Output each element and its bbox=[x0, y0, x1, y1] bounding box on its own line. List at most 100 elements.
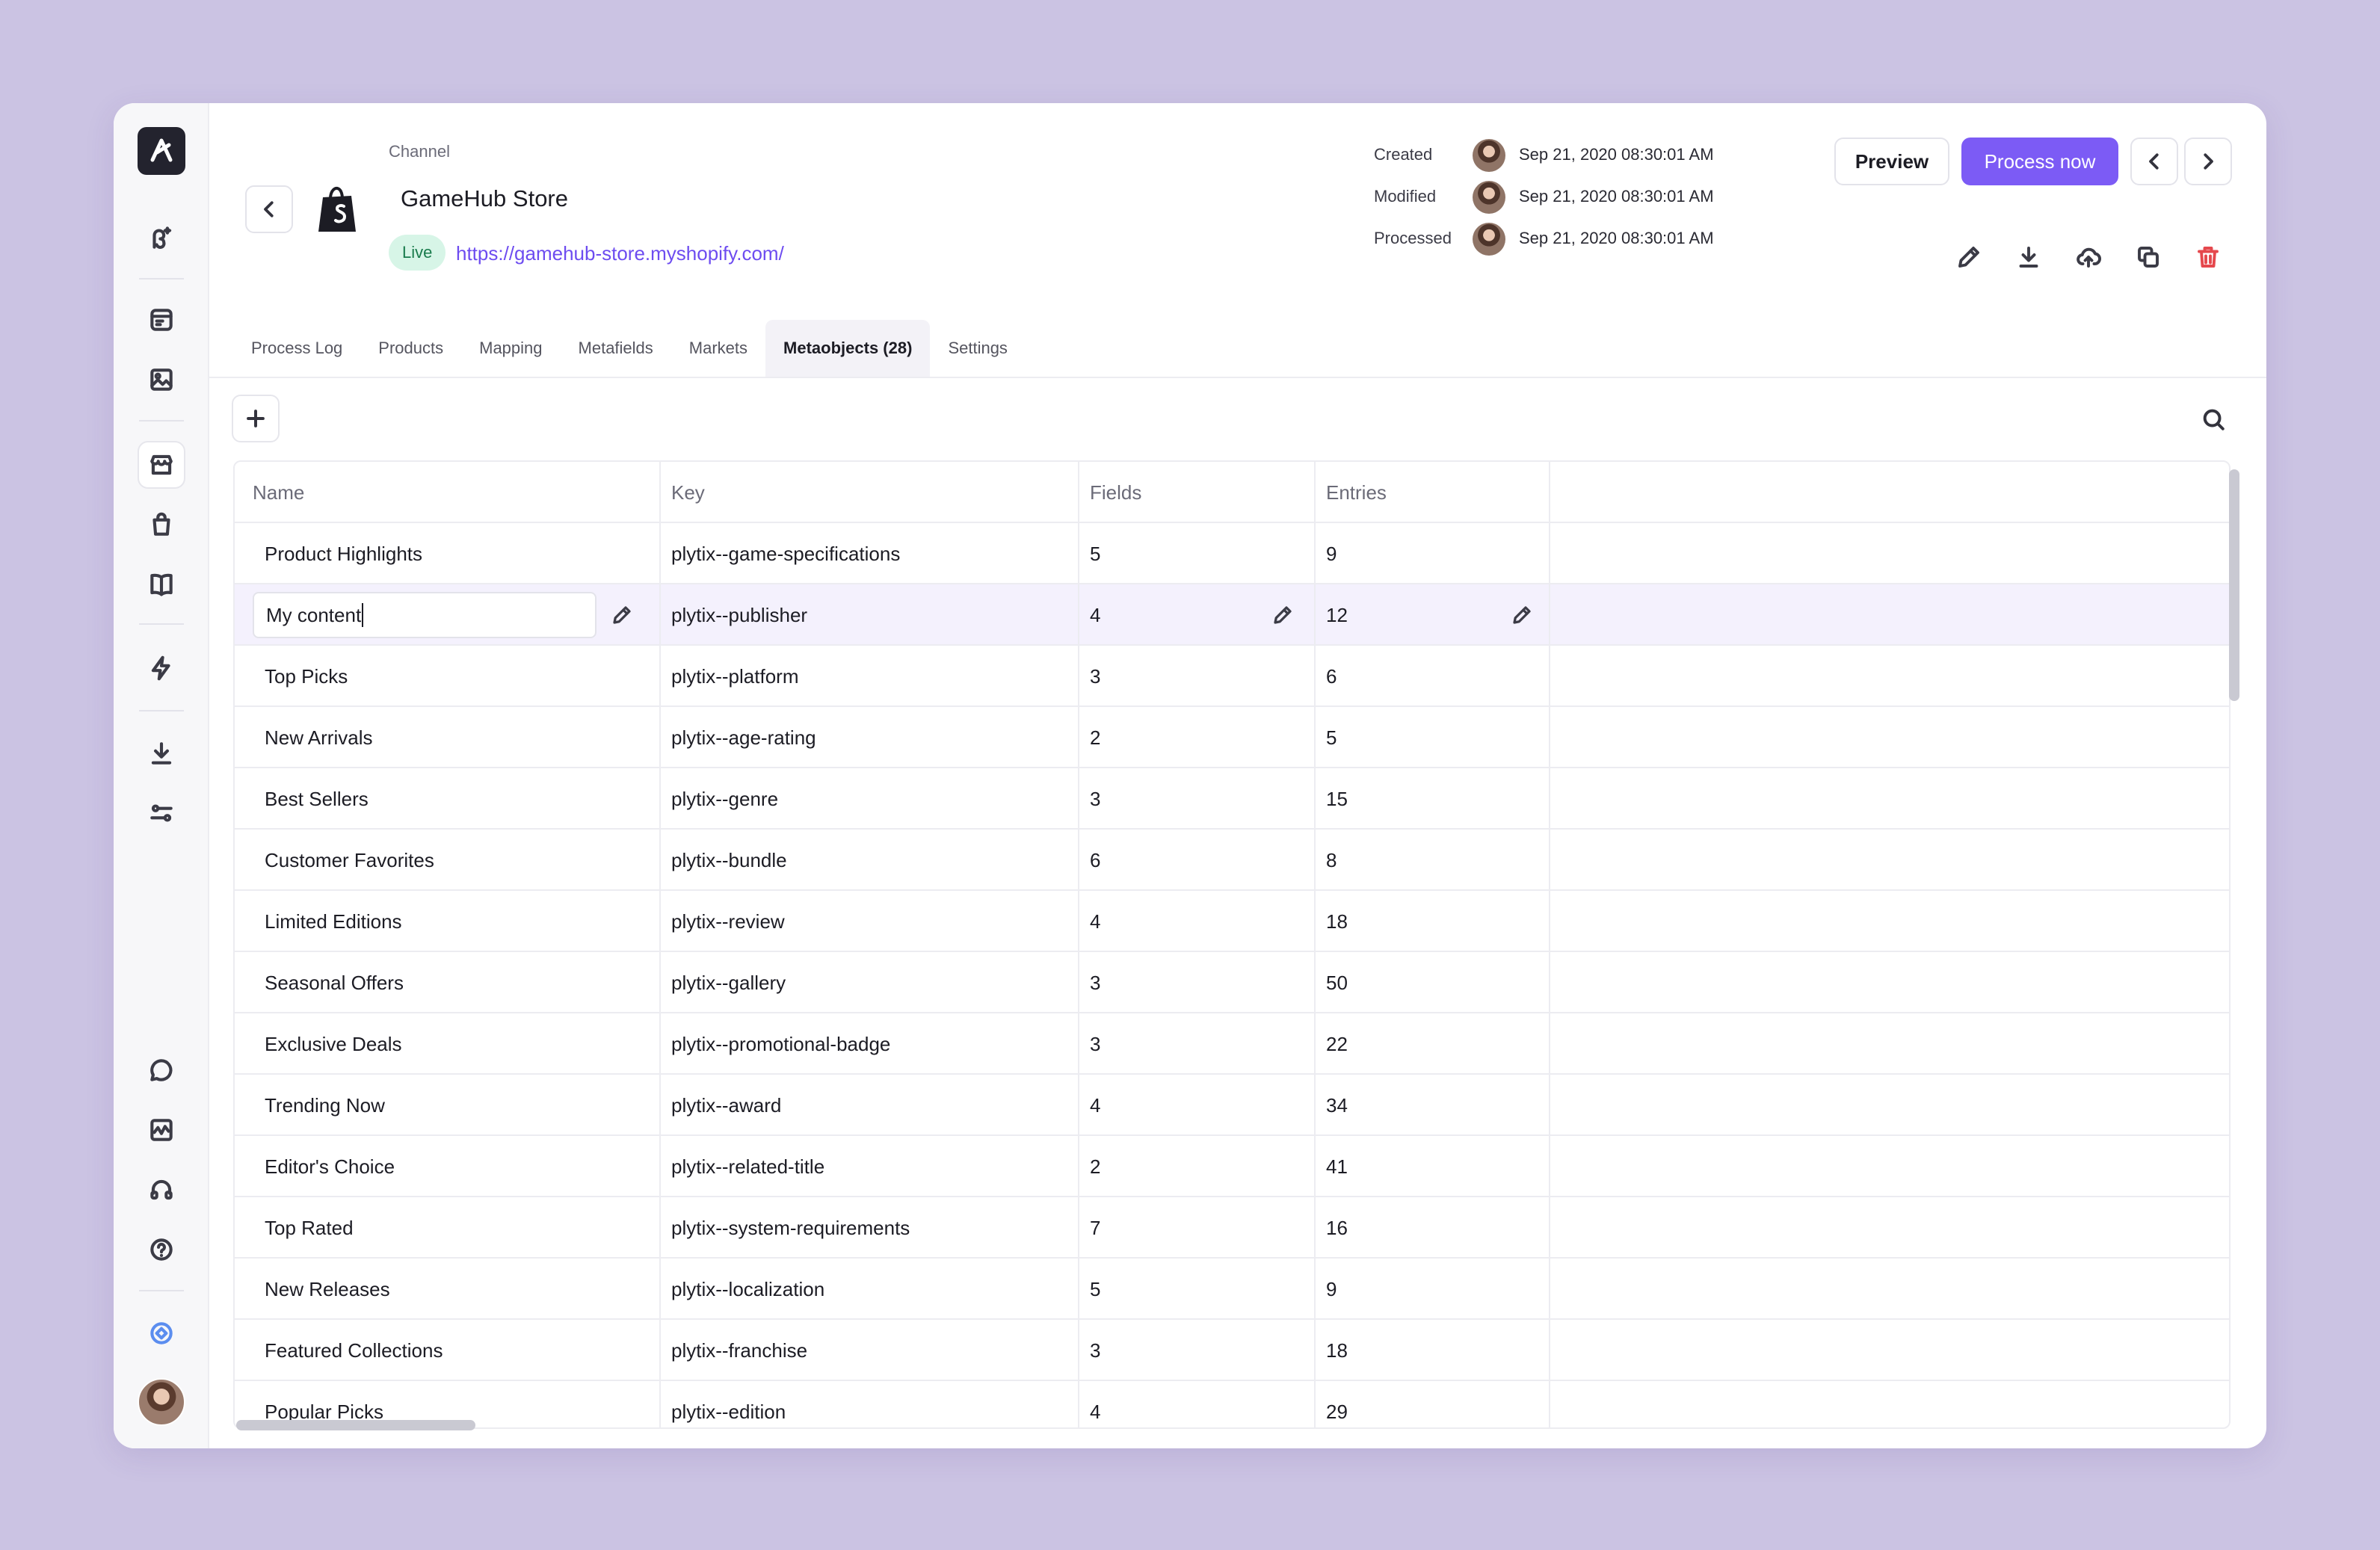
cell-key: plytix--system-requirements bbox=[671, 1216, 910, 1239]
tab-mapping[interactable]: Mapping bbox=[479, 339, 543, 357]
column-header-entries[interactable]: Entries bbox=[1326, 481, 1387, 504]
tab-bar: Process Log Products Mapping Metafields … bbox=[233, 320, 1026, 377]
download-icon[interactable] bbox=[138, 729, 185, 777]
edit-fields-icon[interactable] bbox=[1269, 602, 1296, 629]
cell-key: plytix--platform bbox=[671, 664, 799, 688]
shopping-bag-icon[interactable] bbox=[138, 501, 185, 549]
cell-key: plytix--promotional-badge bbox=[671, 1032, 891, 1055]
cell-fields: 3 bbox=[1090, 664, 1101, 688]
cell-key: plytix--edition bbox=[671, 1400, 786, 1423]
cell-fields: 3 bbox=[1090, 1032, 1101, 1055]
catalog-icon[interactable] bbox=[138, 296, 185, 344]
cell-entries: 8 bbox=[1326, 848, 1337, 871]
integration-icon[interactable] bbox=[138, 1309, 185, 1357]
edit-name-icon[interactable] bbox=[608, 602, 635, 629]
image-icon[interactable] bbox=[138, 356, 185, 404]
name-edit-input[interactable]: My content bbox=[253, 592, 596, 638]
cell-key: plytix--age-rating bbox=[671, 726, 816, 749]
sidebar-divider bbox=[139, 420, 184, 422]
table-row[interactable]: New Arrivals plytix--age-rating 2 5 bbox=[235, 707, 2229, 768]
cell-fields: 2 bbox=[1090, 726, 1101, 749]
headset-icon[interactable] bbox=[138, 1166, 185, 1214]
cell-name: Exclusive Deals bbox=[265, 1032, 402, 1055]
table-row[interactable]: Top Picks plytix--platform 3 6 bbox=[235, 646, 2229, 707]
table-row[interactable]: Featured Collections plytix--franchise 3 18 bbox=[235, 1320, 2229, 1381]
store-url-link[interactable]: https://gamehub-store.myshopify.com/ bbox=[456, 242, 784, 265]
store-icon[interactable] bbox=[138, 441, 185, 489]
tab-products[interactable]: Products bbox=[378, 339, 444, 357]
tab-markets[interactable]: Markets bbox=[688, 339, 748, 357]
delete-icon[interactable] bbox=[2190, 239, 2226, 275]
lightning-icon[interactable] bbox=[138, 644, 185, 692]
column-divider bbox=[1314, 462, 1316, 1427]
table-row[interactable]: Editor's Choice plytix--related-title 2 41 bbox=[235, 1136, 2229, 1197]
column-header-key[interactable]: Key bbox=[671, 481, 705, 504]
tab-settings[interactable]: Settings bbox=[948, 339, 1008, 357]
table-row[interactable]: Trending Now plytix--award 4 34 bbox=[235, 1075, 2229, 1136]
cell-entries: 9 bbox=[1326, 1277, 1337, 1300]
cell-entries: 22 bbox=[1326, 1032, 1348, 1055]
process-now-button[interactable]: Process now bbox=[1961, 138, 2118, 185]
cloud-upload-icon[interactable] bbox=[2071, 239, 2106, 275]
tab-metaobjects[interactable]: Metaobjects (28) bbox=[765, 320, 931, 377]
table-row[interactable]: Popular Picks plytix--edition 4 29 bbox=[235, 1381, 2229, 1427]
sidebar bbox=[114, 103, 209, 1448]
cell-key: plytix--publisher bbox=[671, 603, 808, 626]
cell-name: Best Sellers bbox=[265, 787, 369, 810]
status-badge: Live bbox=[389, 235, 446, 271]
sidebar-divider bbox=[139, 623, 184, 625]
column-header-fields[interactable]: Fields bbox=[1090, 481, 1142, 504]
sliders-icon[interactable] bbox=[138, 789, 185, 837]
text-caret bbox=[362, 603, 364, 627]
help-icon[interactable] bbox=[138, 1226, 185, 1273]
cell-fields: 4 bbox=[1090, 1093, 1101, 1117]
app-logo[interactable] bbox=[138, 127, 185, 175]
cell-key: plytix--bundle bbox=[671, 848, 787, 871]
cell-key: plytix--genre bbox=[671, 787, 779, 810]
edit-icon[interactable] bbox=[1951, 239, 1987, 275]
table-row[interactable]: Best Sellers plytix--genre 3 15 bbox=[235, 768, 2229, 830]
column-header-name[interactable]: Name bbox=[253, 481, 305, 504]
book-icon[interactable] bbox=[138, 561, 185, 608]
previous-button[interactable] bbox=[2130, 138, 2178, 185]
cell-fields: 4 bbox=[1090, 603, 1101, 626]
shopify-bag-icon bbox=[315, 184, 360, 235]
cell-fields: 5 bbox=[1090, 1277, 1101, 1300]
tab-process-log[interactable]: Process Log bbox=[251, 339, 343, 357]
duplicate-icon[interactable] bbox=[2130, 239, 2166, 275]
modifier-avatar bbox=[1473, 181, 1505, 214]
chat-icon[interactable] bbox=[138, 1046, 185, 1094]
tab-metafields[interactable]: Metafields bbox=[578, 339, 653, 357]
table-row[interactable]: Top Rated plytix--system-requirements 7 16 bbox=[235, 1197, 2229, 1259]
add-button[interactable] bbox=[232, 395, 280, 442]
search-icon[interactable] bbox=[2193, 399, 2233, 439]
cell-key: plytix--localization bbox=[671, 1277, 825, 1300]
cell-fields: 4 bbox=[1090, 910, 1101, 933]
user-avatar[interactable] bbox=[138, 1378, 185, 1426]
ai-assistant-icon[interactable] bbox=[138, 214, 185, 262]
table-row[interactable]: New Releases plytix--localization 5 9 bbox=[235, 1259, 2229, 1320]
table-row[interactable]: Exclusive Deals plytix--promotional-badge… bbox=[235, 1013, 2229, 1075]
cell-name: Top Picks bbox=[265, 664, 348, 688]
name-input-value: My content bbox=[266, 603, 362, 626]
table-row[interactable]: Seasonal Offers plytix--gallery 3 50 bbox=[235, 952, 2229, 1013]
activity-icon[interactable] bbox=[138, 1106, 185, 1154]
table-row[interactable]: Product Highlights plytix--game-specifica… bbox=[235, 523, 2229, 584]
vertical-scrollbar[interactable] bbox=[2229, 469, 2239, 701]
download-icon[interactable] bbox=[2011, 239, 2047, 275]
preview-button[interactable]: Preview bbox=[1834, 138, 1949, 185]
edit-entries-icon[interactable] bbox=[1508, 602, 1535, 629]
table-row[interactable]: Customer Favorites plytix--bundle 6 8 bbox=[235, 830, 2229, 891]
back-button[interactable] bbox=[245, 185, 293, 233]
store-name: GameHub Store bbox=[401, 185, 568, 211]
created-label: Created bbox=[1374, 145, 1433, 164]
cell-name: New Arrivals bbox=[265, 726, 373, 749]
table-row[interactable]: My content plytix--publisher 4 12 bbox=[235, 584, 2229, 646]
table-row[interactable]: Limited Editions plytix--review 4 18 bbox=[235, 891, 2229, 952]
cell-entries: 12 bbox=[1326, 603, 1348, 626]
horizontal-scrollbar[interactable] bbox=[236, 1420, 475, 1430]
next-button[interactable] bbox=[2184, 138, 2232, 185]
cell-key: plytix--franchise bbox=[671, 1339, 808, 1362]
cell-fields: 4 bbox=[1090, 1400, 1101, 1423]
processed-date: Sep 21, 2020 08:30:01 AM bbox=[1519, 229, 1714, 247]
